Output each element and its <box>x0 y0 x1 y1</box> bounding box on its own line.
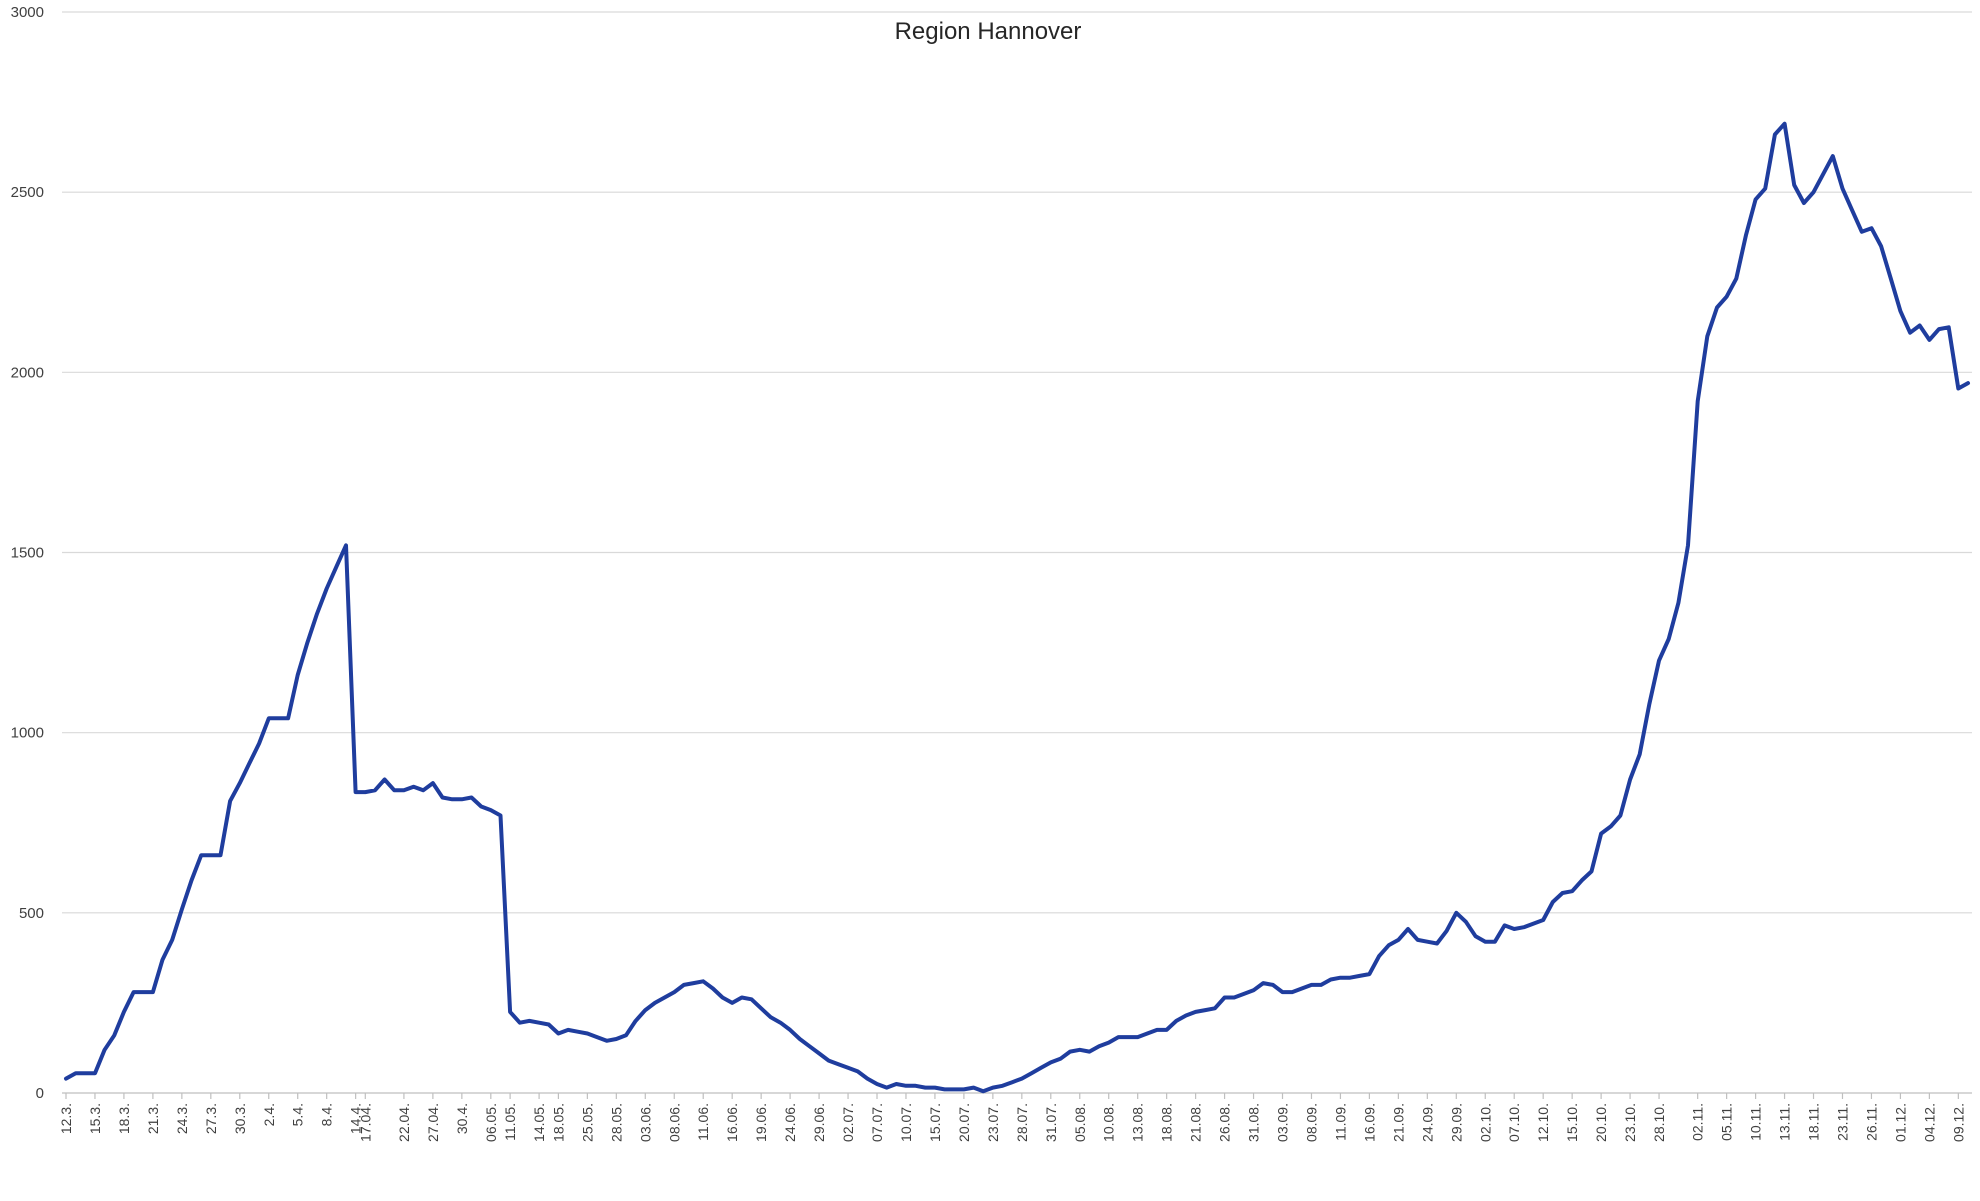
x-tick-label: 09.12. <box>1950 1103 1966 1142</box>
x-tick-label: 28.07. <box>1014 1103 1030 1142</box>
chart-title: Region Hannover <box>895 18 1082 45</box>
x-tick-label: 25.05. <box>579 1103 595 1142</box>
x-tick-label: 18.05. <box>550 1103 566 1142</box>
x-tick-label: 5.4. <box>290 1103 306 1126</box>
x-tick-label: 15.10. <box>1564 1103 1580 1142</box>
x-tick-label: 31.08. <box>1246 1103 1262 1142</box>
x-tick-label: 24.06. <box>782 1103 798 1142</box>
x-tick-label: 08.09. <box>1303 1103 1319 1142</box>
x-tick-label: 12.3. <box>58 1103 74 1134</box>
x-tick-label: 18.08. <box>1159 1103 1175 1142</box>
y-tick-label: 3000 <box>11 4 44 21</box>
grid-lines <box>62 11 1972 1094</box>
x-tick-label: 24.3. <box>174 1103 190 1134</box>
y-axis-ticks: 0 500 1000 1500 2000 2500 3000 <box>11 4 44 1102</box>
x-tick-label: 04.12. <box>1921 1103 1937 1142</box>
x-tick-label: 18.3. <box>116 1103 132 1134</box>
x-tick-label: 29.09. <box>1448 1103 1464 1142</box>
x-tick-label: 29.06. <box>811 1103 827 1142</box>
x-tick-label: 8.4. <box>319 1103 335 1126</box>
x-tick-label: 08.06. <box>666 1103 682 1142</box>
x-tick-label: 26.11. <box>1863 1103 1879 1141</box>
x-tick-label: 05.11. <box>1719 1103 1735 1141</box>
x-tick-label: 26.08. <box>1217 1103 1233 1142</box>
x-tick-label: 14.4. <box>348 1103 364 1134</box>
x-tick-label: 07.07. <box>869 1103 885 1142</box>
x-tick-label: 02.11. <box>1690 1103 1706 1141</box>
x-tick-label: 23.10. <box>1622 1103 1638 1142</box>
x-tick-label: 28.10. <box>1651 1103 1667 1142</box>
x-tick-label: 23.07. <box>985 1103 1001 1142</box>
x-tick-label: 13.11. <box>1777 1103 1793 1141</box>
x-tick-label: 02.07. <box>840 1103 856 1142</box>
x-tick-label: 16.09. <box>1361 1103 1377 1142</box>
x-tick-label: 2.4. <box>261 1103 277 1126</box>
x-tick-label: 11.06. <box>695 1103 711 1141</box>
y-tick-label: 1000 <box>11 725 44 742</box>
x-tick-label: 03.09. <box>1275 1103 1291 1142</box>
x-tick-label: 13.08. <box>1130 1103 1146 1142</box>
x-axis-ticks: 12.3. 15.3. 18.3. 21.3. 24.3. 27.3. 30.3. 2.4. 5… <box>58 1093 1966 1142</box>
x-tick-label: 10.08. <box>1101 1103 1117 1142</box>
x-tick-label: 21.3. <box>145 1103 161 1134</box>
y-tick-label: 2000 <box>11 364 44 381</box>
x-tick-label: 03.06. <box>637 1103 653 1142</box>
x-tick-label: 30.3. <box>232 1103 248 1134</box>
series-line <box>64 121 1970 1094</box>
x-tick-label: 20.10. <box>1593 1103 1609 1142</box>
x-tick-label: 11.05. <box>502 1103 518 1141</box>
x-tick-label: 02.10. <box>1477 1103 1493 1142</box>
x-tick-label: 22.04. <box>396 1103 412 1142</box>
x-tick-label: 01.12. <box>1892 1103 1908 1142</box>
x-tick-label: 15.3. <box>87 1103 103 1134</box>
x-tick-label: 23.11. <box>1834 1103 1850 1141</box>
x-tick-label: 17.04. <box>357 1103 373 1142</box>
x-tick-label: 30.4. <box>454 1103 470 1134</box>
x-tick-label: 21.08. <box>1188 1103 1204 1142</box>
x-tick-label: 15.07. <box>927 1103 943 1142</box>
x-tick-label: 16.06. <box>724 1103 740 1142</box>
x-tick-label: 06.05. <box>483 1103 499 1142</box>
y-tick-label: 500 <box>19 905 44 922</box>
x-tick-label: 14.05. <box>531 1103 547 1142</box>
x-tick-label: 27.04. <box>425 1103 441 1142</box>
x-tick-label: 21.09. <box>1390 1103 1406 1142</box>
y-tick-label: 2500 <box>11 184 44 201</box>
x-tick-label: 19.06. <box>753 1103 769 1142</box>
x-tick-label: 12.10. <box>1535 1103 1551 1142</box>
x-tick-label: 11.09. <box>1332 1103 1348 1141</box>
y-tick-label: 0 <box>36 1085 44 1102</box>
series-layer <box>64 121 1970 1094</box>
x-tick-label: 10.07. <box>898 1103 914 1142</box>
x-tick-label: 05.08. <box>1072 1103 1088 1142</box>
x-tick-label: 18.11. <box>1806 1103 1822 1141</box>
x-tick-label: 27.3. <box>203 1103 219 1134</box>
x-tick-label: 24.09. <box>1419 1103 1435 1142</box>
y-tick-label: 1500 <box>11 545 44 562</box>
x-tick-label: 28.05. <box>608 1103 624 1142</box>
x-tick-label: 07.10. <box>1506 1103 1522 1142</box>
x-tick-label: 20.07. <box>956 1103 972 1142</box>
x-tick-label: 10.11. <box>1748 1103 1764 1141</box>
x-tick-label: 31.07. <box>1043 1103 1059 1142</box>
